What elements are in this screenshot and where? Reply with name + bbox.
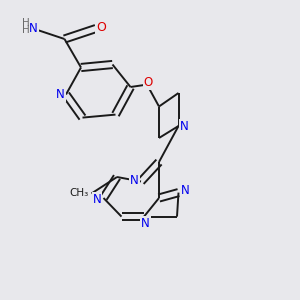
Text: N: N: [141, 217, 150, 230]
Text: O: O: [144, 76, 153, 89]
Text: CH₃: CH₃: [70, 188, 89, 199]
Text: H: H: [22, 25, 30, 35]
Text: N: N: [130, 173, 139, 187]
Text: N: N: [181, 184, 190, 197]
Text: N: N: [92, 193, 101, 206]
Text: O: O: [97, 21, 106, 34]
Text: N: N: [29, 22, 38, 35]
Text: N: N: [56, 88, 65, 101]
Text: N: N: [180, 119, 189, 133]
Text: H: H: [22, 17, 30, 28]
